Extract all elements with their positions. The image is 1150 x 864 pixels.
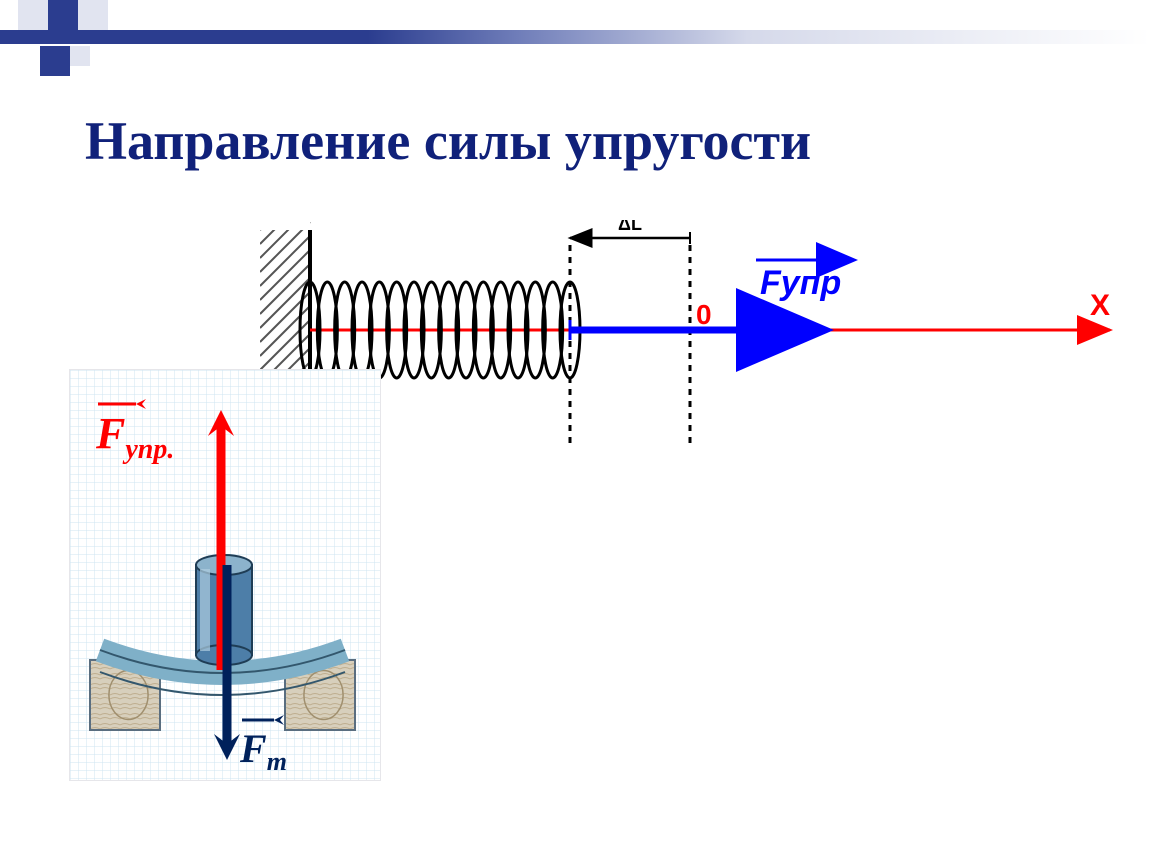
- svg-text:Fупр: Fупр: [760, 264, 841, 302]
- decor-square: [48, 0, 78, 30]
- svg-text:X: X: [1090, 289, 1110, 322]
- bend-diagram: Fупр.Fт: [70, 370, 380, 780]
- svg-text:0: 0: [696, 299, 712, 330]
- decor-square: [40, 46, 70, 76]
- decor-square: [70, 46, 90, 66]
- decor-square: [78, 0, 108, 30]
- svg-text:ΔL: ΔL: [618, 220, 642, 234]
- decor-square: [18, 0, 48, 30]
- page-title: Направление силы упругости: [85, 110, 811, 172]
- header-bar: [0, 30, 1150, 44]
